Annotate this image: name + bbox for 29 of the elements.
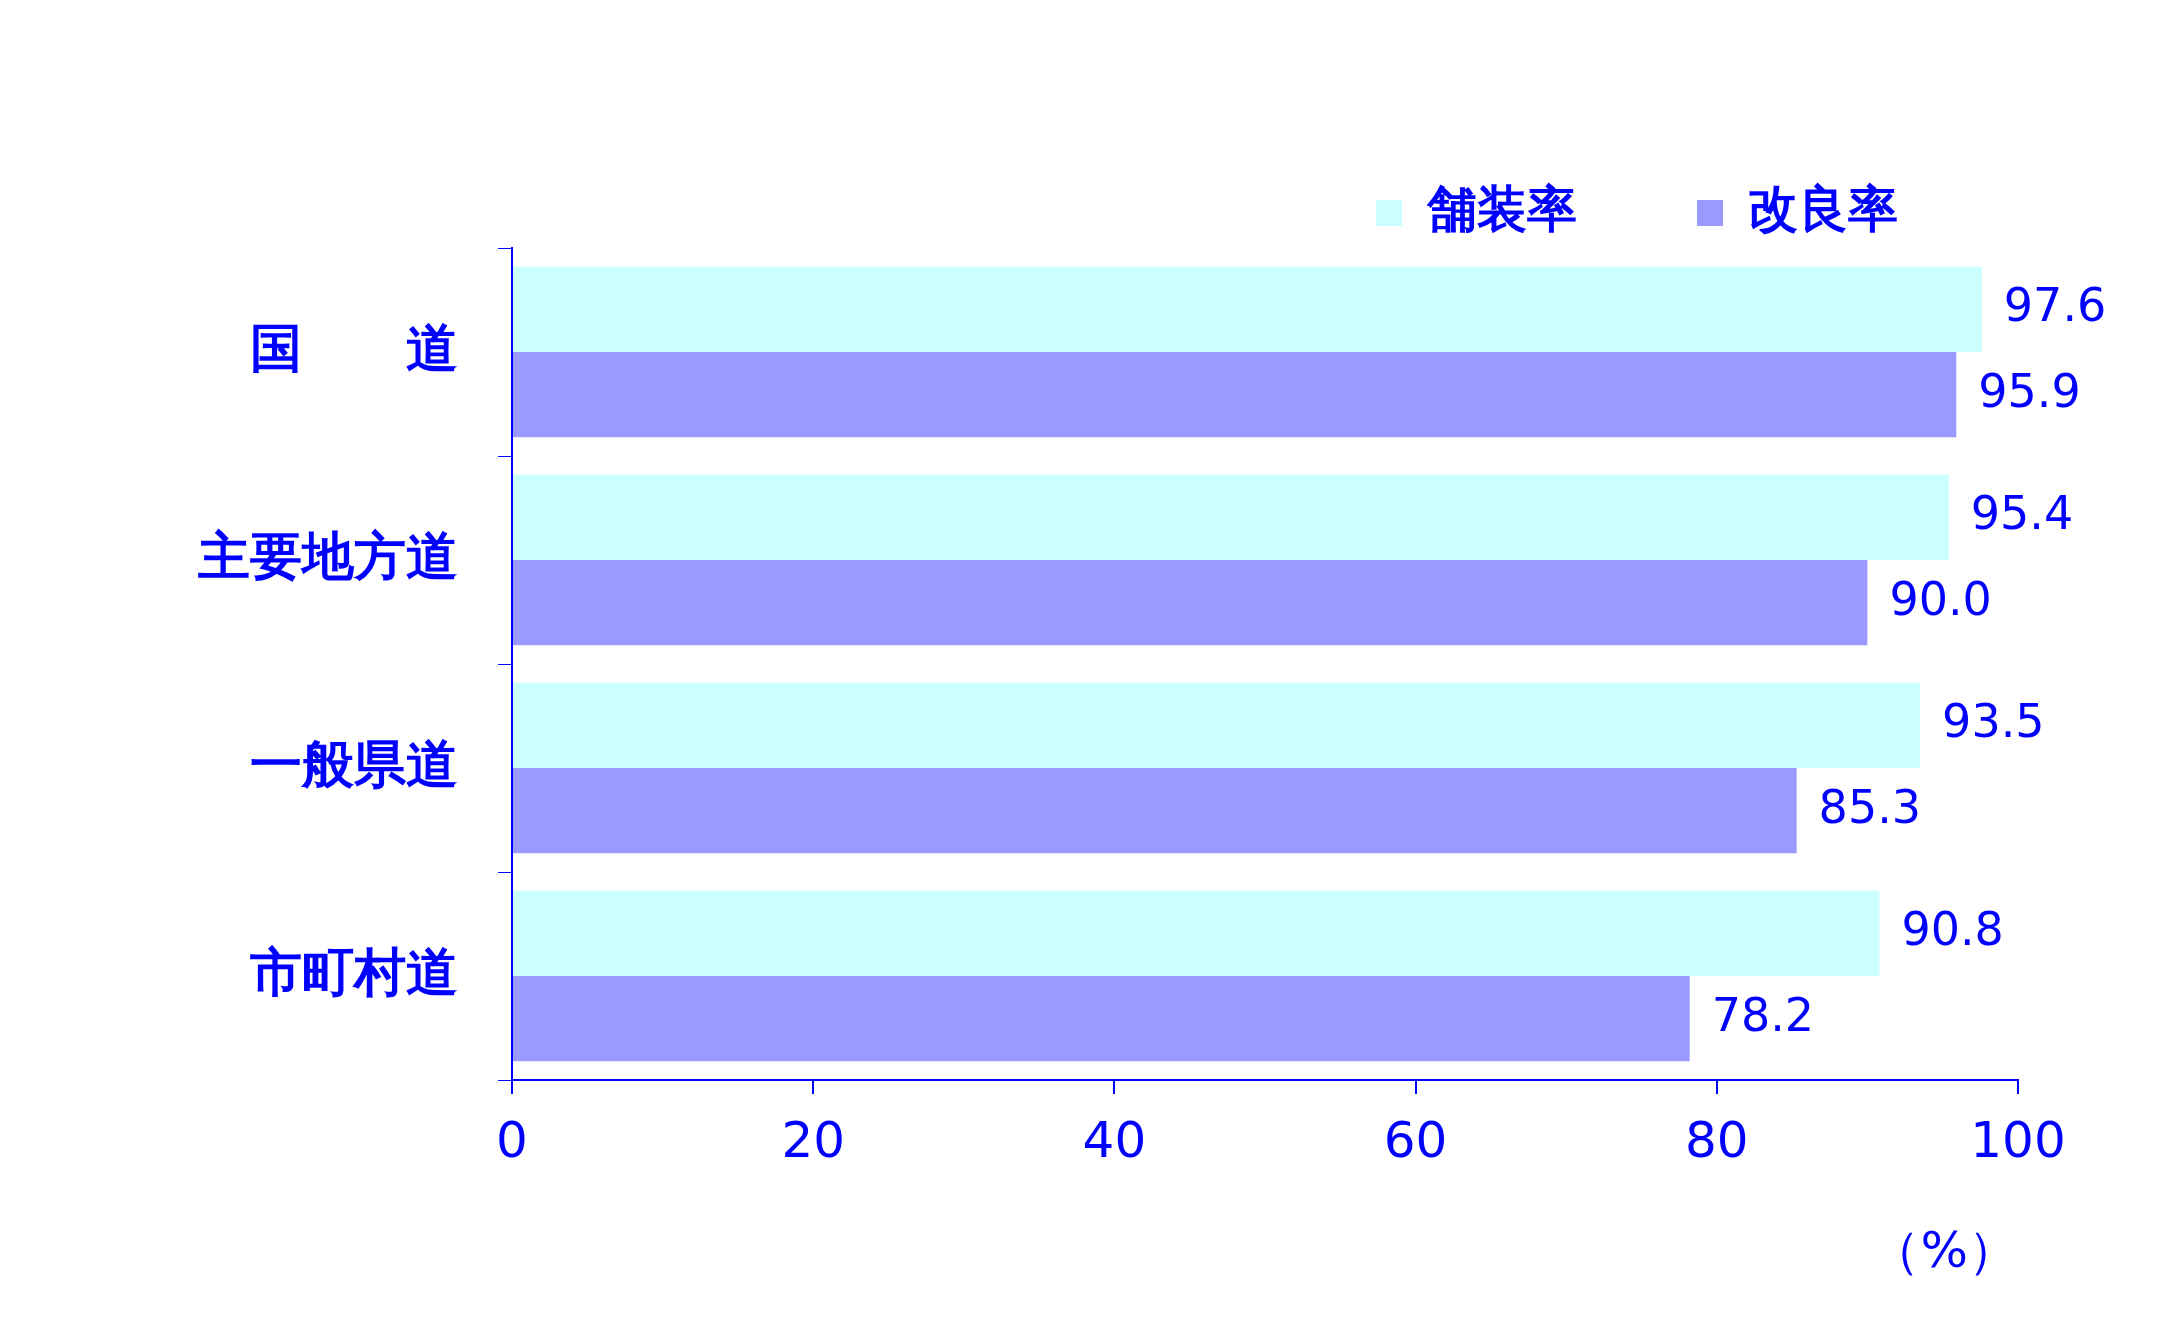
y-tick-label: 一般県道 [250,733,458,794]
bar [513,352,1957,438]
bar [513,560,1868,646]
x-tick-label: 40 [1082,1110,1147,1169]
bar [513,890,1880,976]
data-label: 85.3 [1818,779,1922,834]
bar [513,682,1921,768]
data-label: 97.6 [2003,278,2107,333]
data-label: 95.4 [1970,486,2074,541]
legend-label: 舗装率 [1426,179,1577,238]
bar [513,768,1797,854]
data-label: 90.0 [1889,571,1992,626]
x-tick-label: 80 [1684,1110,1749,1169]
y-tick-label: 国 道 [250,317,458,378]
x-tick-label: 0 [496,1110,528,1169]
y-tick-label: 主要地方道 [197,525,458,586]
x-tick-label: 100 [1970,1110,2066,1169]
x-tick-label: 60 [1383,1110,1448,1169]
y-tick-label: 市町村道 [249,941,458,1002]
bar [513,266,1982,352]
data-label: 93.5 [1942,694,2045,749]
data-label: 95.9 [1978,363,2081,418]
x-axis-title: （%） [1870,1220,2018,1279]
data-label: 78.2 [1711,987,1815,1042]
bar [513,976,1690,1062]
legend-label: 改良率 [1748,179,1898,238]
x-tick-label: 20 [781,1110,846,1169]
data-label: 90.8 [1901,902,2004,957]
bar [513,474,1949,560]
